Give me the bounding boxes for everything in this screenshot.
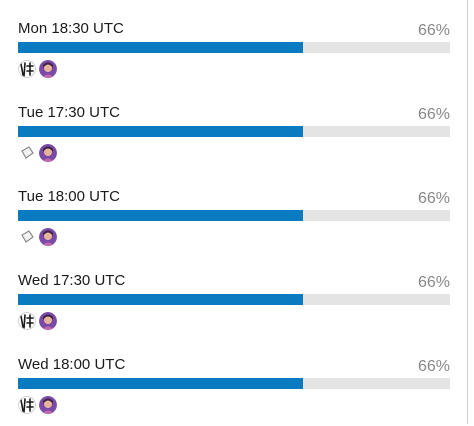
progress-bar — [18, 210, 450, 221]
calligraphy-avatar[interactable] — [18, 396, 36, 414]
option-percent: 66% — [417, 274, 450, 291]
option-label: Tue 17:30 UTC — [18, 104, 120, 121]
white-shape-avatar[interactable] — [18, 228, 36, 246]
progress-bar-fill — [18, 210, 304, 221]
option-percent: 66% — [417, 22, 450, 39]
voter-list — [18, 144, 57, 164]
option-percent: 66% — [417, 358, 450, 375]
calligraphy-avatar[interactable] — [18, 312, 36, 330]
option-percent: 66% — [417, 106, 450, 123]
poll-option[interactable]: Wed 18:00 UTC 66% — [18, 356, 450, 426]
purple-portrait-avatar[interactable] — [39, 60, 57, 78]
purple-portrait-avatar[interactable] — [39, 144, 57, 162]
progress-bar-fill — [18, 294, 304, 305]
progress-bar — [18, 378, 450, 389]
option-label: Wed 17:30 UTC — [18, 272, 126, 289]
option-label: Wed 18:00 UTC — [18, 356, 126, 373]
purple-portrait-avatar[interactable] — [39, 228, 57, 246]
poll-option[interactable]: Mon 18:30 UTC 66% — [18, 20, 450, 90]
progress-bar-fill — [18, 378, 304, 389]
poll-option[interactable]: Wed 17:30 UTC 66% — [18, 272, 450, 342]
purple-portrait-avatar[interactable] — [39, 396, 57, 414]
progress-bar-fill — [18, 42, 304, 53]
voter-list — [18, 396, 57, 416]
progress-bar — [18, 126, 450, 137]
option-label: Tue 18:00 UTC — [18, 188, 120, 205]
calligraphy-avatar[interactable] — [18, 60, 36, 78]
voter-list — [18, 312, 57, 332]
voter-list — [18, 228, 57, 248]
poll-option[interactable]: Tue 17:30 UTC 66% — [18, 104, 450, 174]
option-label: Mon 18:30 UTC — [18, 20, 124, 37]
purple-portrait-avatar[interactable] — [39, 312, 57, 330]
progress-bar — [18, 294, 450, 305]
white-shape-avatar[interactable] — [18, 144, 36, 162]
option-percent: 66% — [417, 190, 450, 207]
voter-list — [18, 60, 57, 80]
progress-bar — [18, 42, 450, 53]
progress-bar-fill — [18, 126, 304, 137]
poll-option[interactable]: Tue 18:00 UTC 66% — [18, 188, 450, 258]
